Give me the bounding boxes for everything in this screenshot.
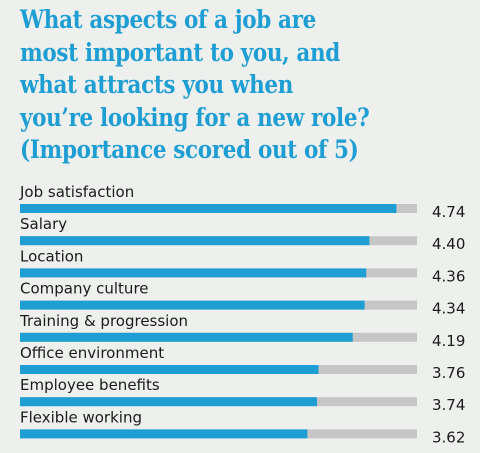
category-label: Office environment: [20, 344, 164, 362]
chart-title-line: you’re looking for a new role?: [20, 102, 370, 132]
value-label: 4.34: [432, 300, 465, 318]
category-label: Salary: [20, 215, 67, 233]
bar: [20, 397, 317, 407]
bar: [20, 204, 397, 213]
value-label: 4.74: [432, 203, 465, 221]
category-label: Employee benefits: [20, 376, 160, 394]
value-label: 4.36: [432, 267, 465, 285]
category-label: Job satisfaction: [19, 183, 134, 201]
value-label: 3.74: [432, 396, 465, 414]
category-label: Training & progression: [19, 312, 188, 330]
value-label: 4.19: [432, 332, 465, 350]
value-label: 3.62: [432, 428, 465, 446]
category-label: Company culture: [20, 280, 149, 298]
bar: [20, 300, 365, 310]
bar: [20, 365, 319, 374]
chart-title-line: (Importance scored out of 5): [20, 135, 359, 164]
bar: [20, 429, 308, 439]
value-label: 3.76: [432, 364, 465, 382]
category-label: Flexible working: [20, 408, 142, 426]
value-label: 4.40: [432, 235, 465, 253]
chart-title-line: what attracts you when: [20, 70, 293, 99]
category-label: Location: [20, 247, 83, 265]
chart-title: What aspects of a job are most important…: [20, 4, 407, 167]
chart-title-line: most important to you, and: [20, 37, 340, 67]
bar: [20, 236, 370, 246]
bar: [20, 332, 353, 342]
bar: [20, 268, 367, 278]
chart-title-line: What aspects of a job are: [20, 5, 316, 34]
